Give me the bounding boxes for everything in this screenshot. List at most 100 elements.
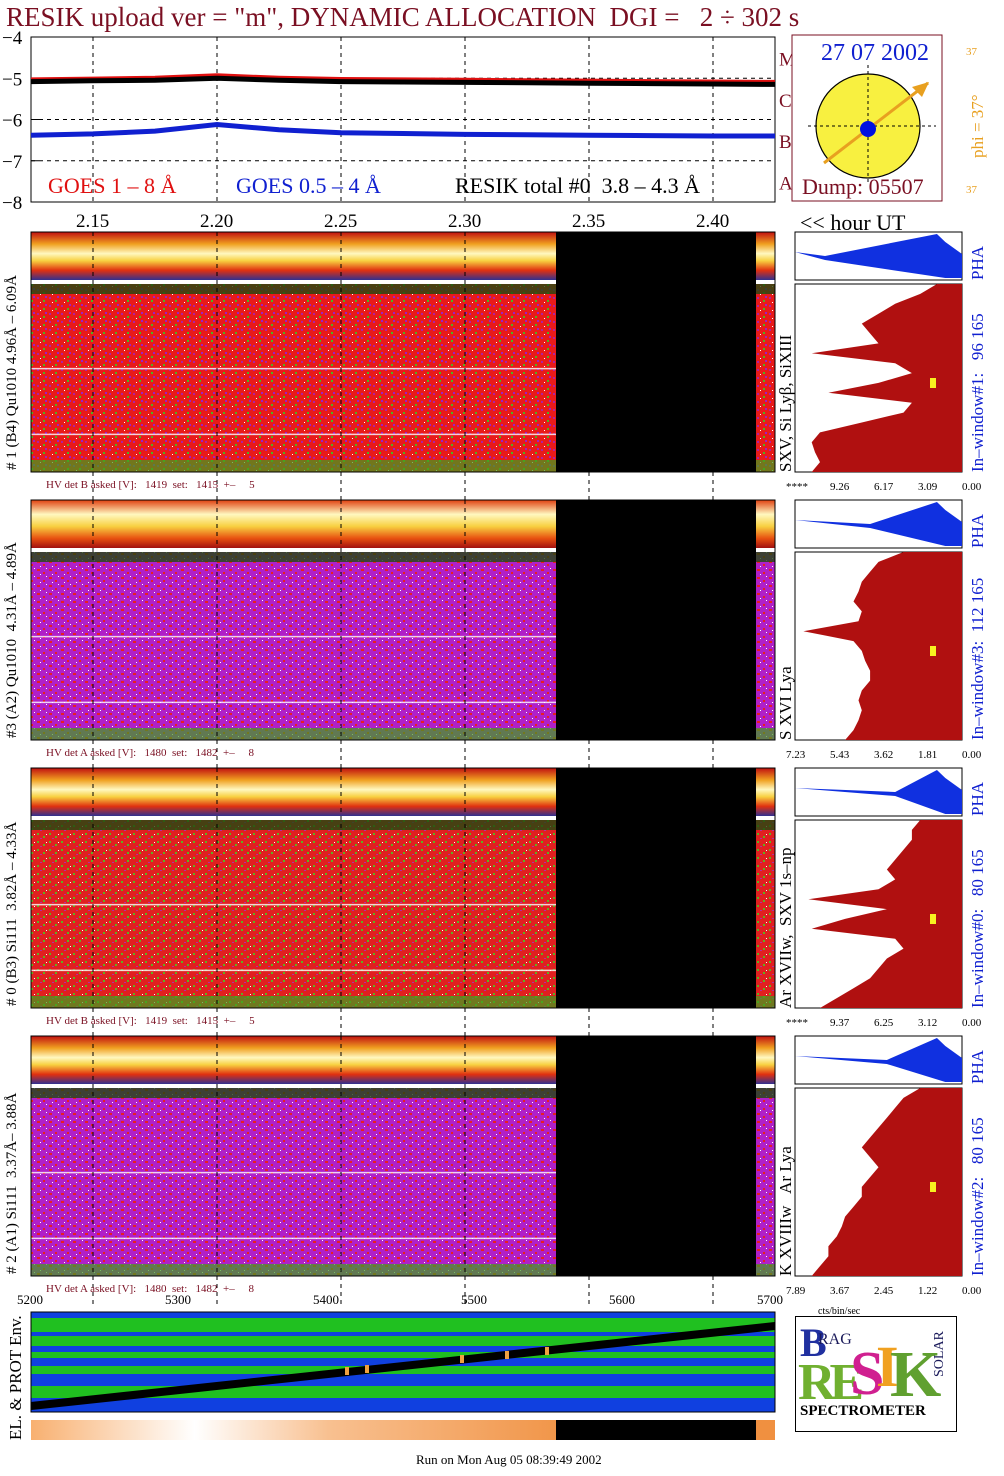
dump-label: Dump: 05507 (802, 174, 924, 199)
channel-panel-2 (30, 767, 963, 1036)
pha-tick-label: 7.23 (786, 749, 806, 761)
channel-label-0: # 1 (B4) Qu1010 4.96Å – 6.09Å (4, 275, 20, 470)
pha-unit-label: cts/bin/sec (818, 1306, 861, 1317)
pha-tick-label: 1.81 (918, 749, 938, 761)
legend-resik-total: RESIK total #0 3.8 – 4.3 Å (455, 173, 701, 198)
pha-tick-label: 0.00 (962, 749, 982, 761)
pha-blue-profile (795, 502, 962, 546)
pha-tick-label: 2.45 (874, 1285, 894, 1297)
pha-tick-label: 0.00 (962, 1017, 982, 1029)
pha-tick-label: 7.89 (786, 1285, 806, 1297)
line-id-label-0: SXV, Si Lyβ, SiXIII (776, 334, 795, 472)
in-window-label-2: In–window#0: 80 165 (968, 849, 987, 1008)
line-id-label-1: S XVI Lya (776, 666, 795, 740)
y-tick-label: −6 (2, 111, 22, 132)
time-tick-label: 2.25 (324, 211, 358, 232)
env-trend-line (30, 1322, 776, 1410)
resik-total-line (30, 75, 776, 87)
env-tick-label: 5700 (757, 1292, 783, 1307)
hv-status-text: HV det A asked [V]: 1480 set: 1482 +– 8 (46, 747, 254, 759)
roll-arrow-icon (823, 81, 929, 165)
legend-goes-short: GOES 0.5 – 4 Å (236, 173, 381, 198)
env-strip (30, 1311, 776, 1440)
goes-lightcurve-chart: −4−5−6−7−8 XMCBA (2, 30, 796, 214)
pha-tick-label: 9.26 (830, 481, 850, 493)
flare-class-label: A (779, 173, 793, 194)
no-data-gap (556, 768, 756, 1008)
in-window-label-3: In–window#2: 80 165 (968, 1117, 987, 1276)
pha-label-2: PHA (968, 781, 987, 816)
page-title: RESIK upload ver = "m", DYNAMIC ALLOCATI… (6, 2, 800, 32)
time-axis-label: << hour UT (800, 210, 906, 235)
env-tick-label: 5300 (165, 1292, 191, 1307)
no-data-gap (556, 1036, 756, 1276)
pha-marker (930, 378, 936, 388)
env-tick-label: 5600 (609, 1292, 635, 1307)
run-timestamp: Run on Mon Aug 05 08:39:49 2002 (416, 1452, 602, 1467)
pha-marker (930, 646, 936, 656)
y-tick-label: −7 (2, 152, 22, 173)
time-tick-label: 2.20 (200, 211, 234, 232)
pha-label-0: PHA (968, 245, 987, 280)
channel-panel-1 (30, 499, 963, 768)
hv-status-text: HV det A asked [V]: 1480 set: 1482 +– 8 (46, 1283, 254, 1295)
pha-blue-profile (795, 234, 962, 278)
pha-label-1: PHA (968, 513, 987, 548)
time-tick-label: 2.15 (76, 211, 110, 232)
time-tick-label: 2.35 (572, 211, 606, 232)
time-tick-label: 2.30 (448, 211, 482, 232)
pha-blue-profile (795, 1038, 962, 1082)
phi-bottom: 37 (966, 184, 977, 196)
sun-position-box (791, 34, 943, 202)
in-window-label-1: In–window#3: 112 165 (968, 577, 987, 740)
y-tick-label: −4 (2, 30, 23, 49)
pha-red-profile (803, 552, 962, 740)
env-tick-label: 5500 (461, 1292, 487, 1307)
env-tick-label: 5200 (17, 1292, 43, 1307)
flare-class-label: B (779, 132, 792, 153)
pha-label-3: PHA (968, 1049, 987, 1084)
y-tick-label: −8 (2, 193, 22, 214)
pha-tick-label: 3.62 (874, 749, 894, 761)
phi-top: 37 (966, 46, 977, 58)
resik-logo: B RAG RE S I K SOLAR SPECTROMETER (795, 1316, 957, 1432)
pha-red-profile (811, 284, 962, 472)
channel-panel-3 (30, 1035, 963, 1304)
sun-date: 27 07 2002 (821, 40, 929, 66)
goes-short-line (30, 121, 775, 139)
y-tick-label: −5 (2, 69, 22, 90)
pha-blue-profile (795, 770, 962, 814)
legend-goes-long: GOES 1 – 8 Å (48, 173, 177, 198)
channel-label-2: # 0 (B3) Si111 3.82Å – 4.33Å (4, 821, 20, 1006)
pha-tick-label: 0.00 (962, 481, 982, 493)
channel-panel-0 (30, 231, 963, 500)
line-id-label-2: Ar XVIIw, SXV 1s–np (776, 847, 795, 1008)
pha-tick-label: 1.22 (918, 1285, 938, 1297)
pha-tick-label: 3.67 (830, 1285, 850, 1297)
pha-tick-label: 3.12 (918, 1017, 938, 1029)
pha-red-profile (811, 1088, 962, 1276)
no-data-gap (556, 232, 756, 472)
line-id-label-3: K XVIIIw Ar Lya (776, 1146, 795, 1276)
env-tick-label: 5400 (313, 1292, 339, 1307)
time-tick-label: 2.40 (696, 211, 730, 232)
channel-label-3: # 2 (A1) Si111 3.37Å– 3.88Å (4, 1092, 20, 1274)
pha-tick-label: **** (786, 1017, 808, 1029)
hv-status-text: HV det B asked [V]: 1419 set: 1415 +– 5 (46, 1015, 255, 1027)
pha-marker (930, 1182, 936, 1192)
pha-red-profile (808, 820, 962, 1008)
pha-tick-label: 6.17 (874, 481, 894, 493)
hv-status-text: HV det B asked [V]: 1419 set: 1415 +– 5 (46, 479, 255, 491)
pha-tick-label: **** (786, 481, 808, 493)
pha-tick-label: 9.37 (830, 1017, 850, 1029)
pha-tick-label: 0.00 (962, 1285, 982, 1297)
pointing-dot-icon (860, 121, 876, 137)
pha-tick-label: 3.09 (918, 481, 938, 493)
pha-marker (930, 914, 936, 924)
no-data-gap (556, 500, 756, 740)
in-window-label-0: In–window#1: 96 165 (968, 313, 987, 472)
pha-tick-label: 5.43 (830, 749, 850, 761)
pha-tick-label: 6.25 (874, 1017, 894, 1029)
env-axis-label: EL. & PROT Env. (6, 1315, 25, 1440)
channel-label-1: #3 (A2) Qu1010 4.31Å – 4.89Å (4, 542, 20, 738)
